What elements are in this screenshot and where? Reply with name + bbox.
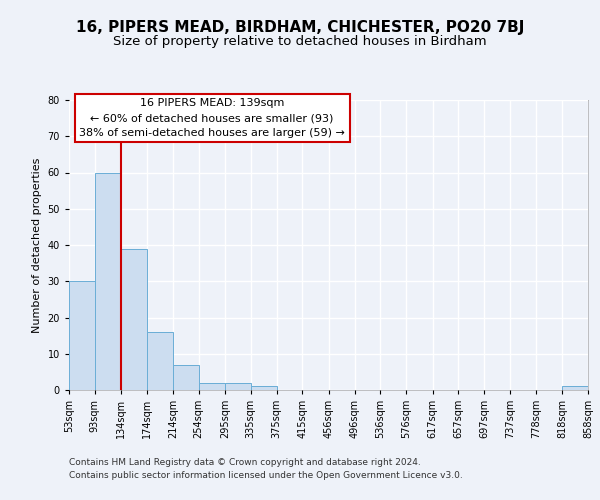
Bar (562, 386, 588, 390)
Bar (147, 332, 173, 390)
Bar (199, 383, 225, 390)
Text: 16 PIPERS MEAD: 139sqm
← 60% of detached houses are smaller (93)
38% of semi-det: 16 PIPERS MEAD: 139sqm ← 60% of detached… (79, 98, 345, 138)
Bar (562, 386, 588, 390)
Y-axis label: Number of detached properties: Number of detached properties (32, 158, 42, 332)
Bar (173, 364, 199, 390)
Bar (173, 364, 199, 390)
Bar (69, 281, 95, 390)
Bar (121, 248, 147, 390)
Text: Contains public sector information licensed under the Open Government Licence v3: Contains public sector information licen… (69, 470, 463, 480)
Bar (251, 386, 277, 390)
Bar (95, 172, 121, 390)
Bar (95, 172, 121, 390)
Bar (225, 383, 251, 390)
Bar (251, 386, 277, 390)
Text: Contains HM Land Registry data © Crown copyright and database right 2024.: Contains HM Land Registry data © Crown c… (69, 458, 421, 467)
Bar (225, 383, 251, 390)
Bar (147, 332, 173, 390)
Bar (199, 383, 225, 390)
Text: Size of property relative to detached houses in Birdham: Size of property relative to detached ho… (113, 35, 487, 48)
Bar (121, 248, 147, 390)
Bar (69, 281, 95, 390)
Text: 16, PIPERS MEAD, BIRDHAM, CHICHESTER, PO20 7BJ: 16, PIPERS MEAD, BIRDHAM, CHICHESTER, PO… (76, 20, 524, 35)
